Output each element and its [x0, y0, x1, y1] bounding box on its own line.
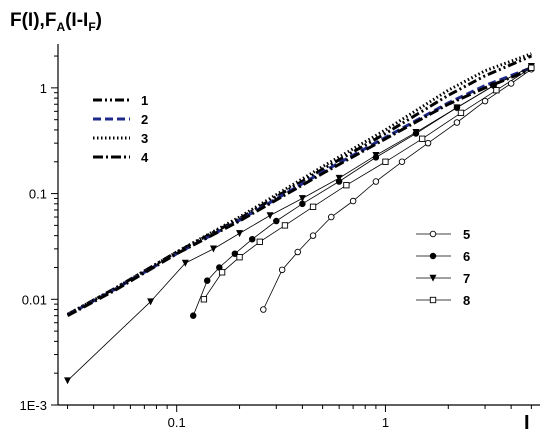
series-6-line [192, 65, 532, 316]
legend-8-label: 8 [463, 293, 470, 308]
data-point [429, 252, 437, 260]
legend-6-label: 6 [463, 249, 470, 264]
data-point [248, 235, 256, 243]
data-point [209, 245, 217, 253]
legend-7-label: 7 [463, 271, 470, 286]
series-3-line [66, 52, 532, 316]
series-1-line [66, 54, 532, 316]
data-point [490, 82, 498, 90]
data-point [236, 230, 244, 238]
data-point [453, 119, 461, 126]
legend-2-label: 2 [141, 112, 148, 127]
data-point [64, 377, 72, 385]
data-point [419, 135, 426, 142]
y-tick-label: 1 [40, 81, 47, 96]
data-point [528, 64, 535, 71]
data-point [493, 87, 500, 94]
data-point [372, 178, 380, 185]
data-point [294, 248, 301, 256]
legend-1-label: 1 [141, 93, 148, 108]
y-tick-label: 0.1 [29, 187, 47, 202]
data-point [309, 232, 317, 239]
data-point [481, 97, 489, 105]
legend-3-label: 3 [141, 131, 148, 146]
data-point [453, 104, 461, 112]
data-point [147, 298, 155, 306]
series-4-line [66, 67, 532, 318]
data-point [273, 217, 280, 225]
data-point [382, 158, 389, 165]
data-point [349, 197, 357, 205]
data-point [507, 80, 515, 87]
x-axis-label: I [524, 412, 530, 434]
data-point [343, 182, 350, 189]
data-point [372, 152, 380, 160]
data-point [281, 222, 289, 229]
data-point [429, 230, 437, 238]
data-point [429, 274, 437, 282]
data-point [260, 306, 267, 313]
y-tick-label: 1E-3 [20, 398, 47, 413]
data-point [218, 269, 226, 276]
data-point [335, 174, 343, 182]
data-point [200, 296, 208, 303]
y-axis-label: F(I),FA(I-IF) [10, 10, 102, 34]
data-point [298, 195, 306, 203]
data-point [457, 109, 465, 117]
data-point [412, 128, 420, 136]
legend-5-label: 5 [463, 227, 470, 242]
y-tick-label: 0.01 [22, 292, 47, 307]
x-tick-label: 1 [382, 415, 389, 430]
data-point [278, 266, 286, 274]
data-point [236, 254, 243, 261]
data-point [424, 139, 432, 147]
data-point [189, 312, 197, 319]
data-point [266, 212, 274, 220]
data-point [429, 296, 437, 304]
data-point [398, 158, 406, 166]
series-5-line [262, 68, 532, 310]
data-point [181, 259, 189, 267]
legend-4-label: 4 [141, 150, 149, 165]
data-point [256, 238, 263, 245]
data-point [328, 213, 335, 221]
data-point [309, 203, 317, 210]
x-tick-label: 0.1 [168, 415, 186, 430]
data-point [231, 250, 239, 257]
data-point [203, 277, 211, 284]
